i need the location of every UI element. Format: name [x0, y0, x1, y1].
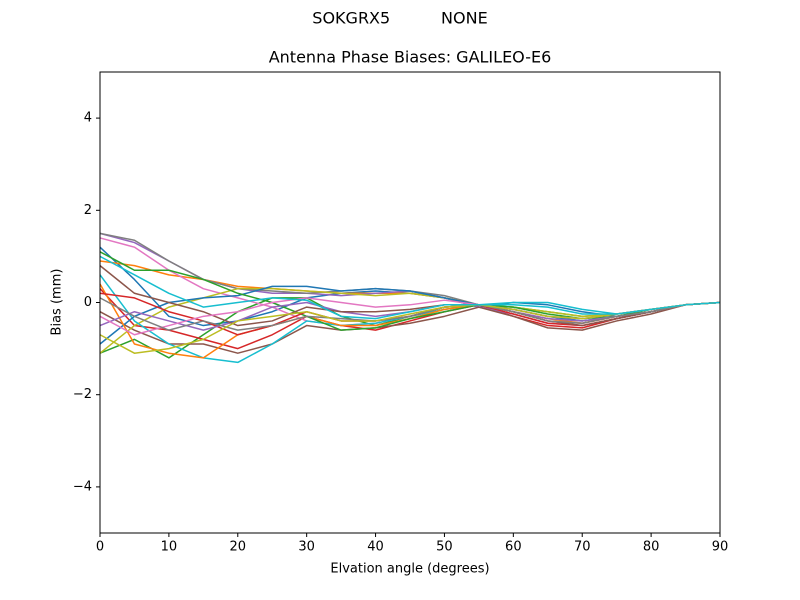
plot-area: [99, 232, 721, 364]
series-line: [99, 255, 721, 320]
x-tick-label: 0: [96, 540, 104, 555]
x-tick-label: 80: [643, 540, 660, 555]
chart-title: Antenna Phase Biases: GALILEO-E6: [269, 48, 552, 67]
y-tick-label: 2: [84, 203, 92, 218]
x-tick-label: 30: [298, 540, 315, 555]
x-tick-label: 50: [436, 540, 453, 555]
x-tick-label: 40: [367, 540, 384, 555]
x-tick-label: 60: [505, 540, 522, 555]
y-tick-label: 4: [84, 111, 92, 126]
y-axis-label: Bias (mm): [50, 269, 65, 336]
y-tick-label: −2: [73, 387, 92, 402]
x-axis-label: Elvation angle (degrees): [330, 562, 489, 577]
y-tick-label: −4: [73, 479, 92, 494]
x-tick-label: 20: [230, 540, 247, 555]
x-tick-label: 90: [712, 540, 729, 555]
series-line: [99, 265, 721, 327]
series-line: [99, 297, 721, 331]
series-line: [99, 301, 721, 354]
suptitle: SOKGRX5 NONE: [312, 9, 487, 28]
y-tick-label: 0: [84, 295, 92, 310]
x-tick-label: 10: [161, 540, 178, 555]
x-tick-label: 70: [574, 540, 591, 555]
